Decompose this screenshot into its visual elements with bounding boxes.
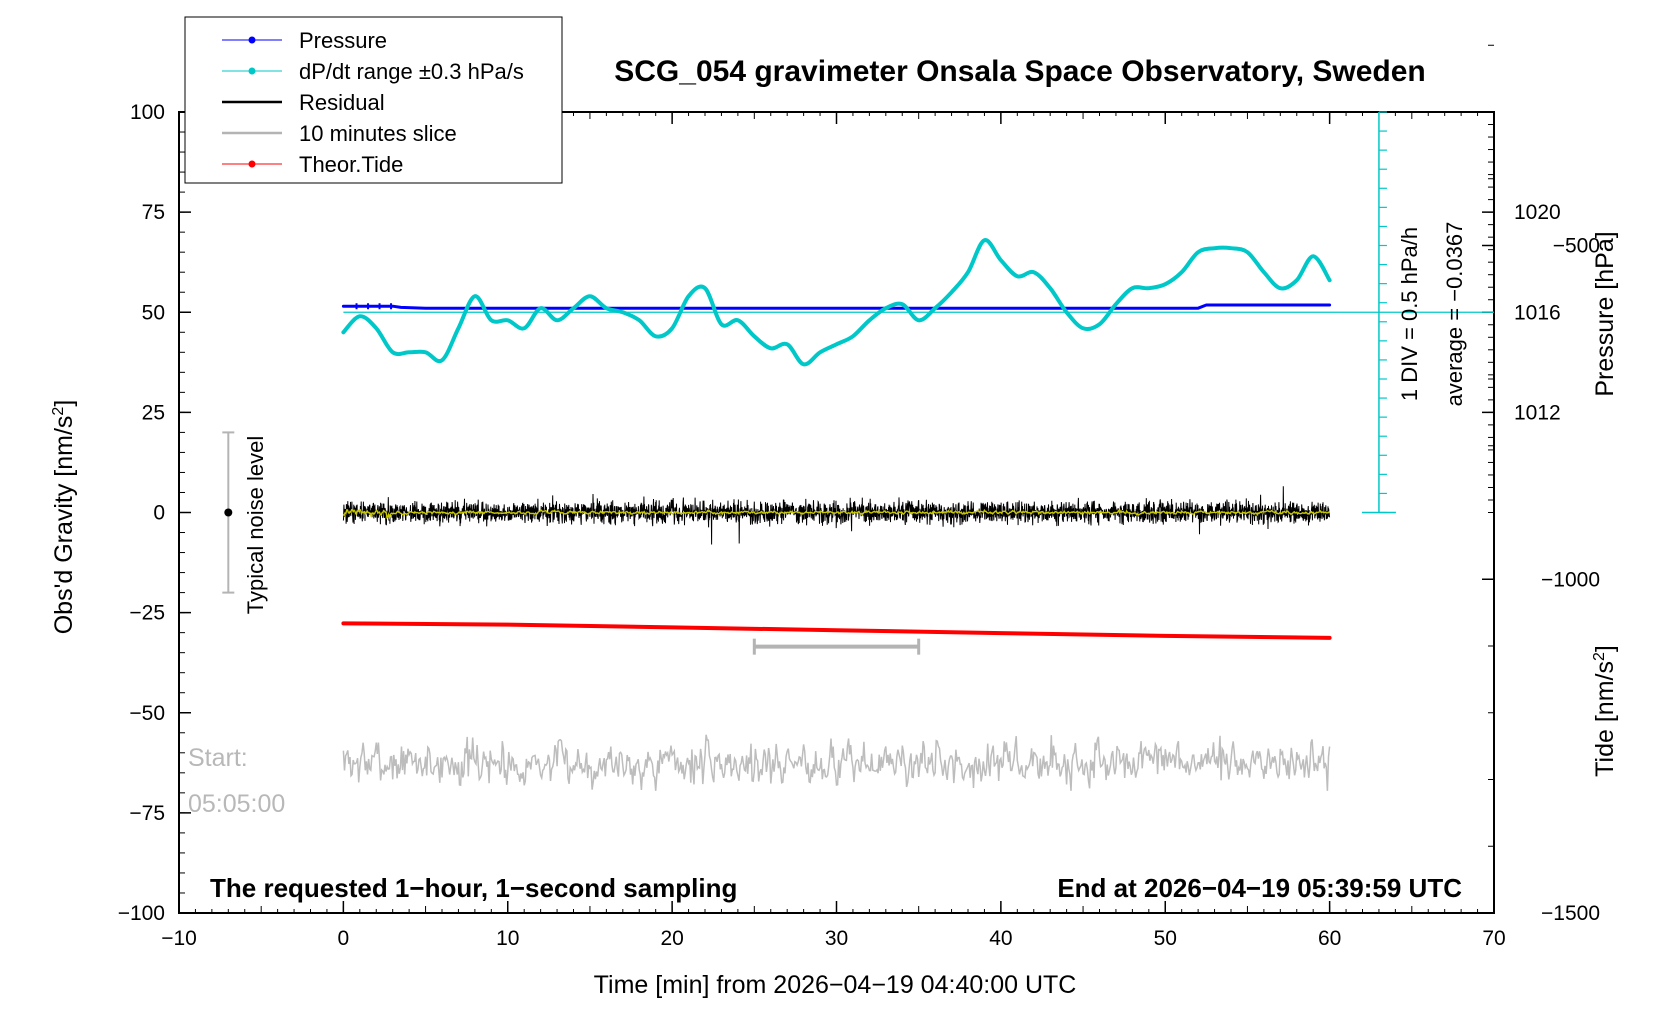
start-time: 05:05:00 xyxy=(188,790,285,818)
axes-layer: −10 0 10 20 30 40 50 60 701007550250−25−50−75−10… xyxy=(118,44,1600,950)
legend-label: Theor.Tide xyxy=(299,152,403,177)
pressure-scale-label-2: average = −0.0367 xyxy=(1442,222,1467,407)
x-tick-label: 40 xyxy=(989,927,1012,950)
tide-tick-label: −1000 xyxy=(1541,568,1600,591)
legend-marker xyxy=(248,36,256,44)
tide-axis-title: Tide [nm/s2] xyxy=(1591,645,1619,777)
y-tick-label: −75 xyxy=(129,802,165,825)
pressure-axis-title: Pressure [hPa] xyxy=(1591,231,1619,396)
slice-series xyxy=(342,734,1331,791)
x-tick-label: 50 xyxy=(1154,927,1177,950)
bottom-left-note: The requested 1−hour, 1−second sampling xyxy=(210,873,737,903)
y-axis-title-left: Obs'd Gravity [nm/s2] xyxy=(50,400,78,635)
noise-level-dot xyxy=(224,508,233,517)
legend-marker xyxy=(248,160,256,168)
start-label: Start: xyxy=(188,744,248,772)
pressure-tick-label: 1012 xyxy=(1514,401,1561,424)
residual-smoothed-series xyxy=(342,508,1331,521)
tide-tick-label: −500 xyxy=(1553,235,1600,258)
legend-box xyxy=(184,16,563,184)
x-tick-label: 10 xyxy=(496,927,519,950)
annotation-layer xyxy=(222,111,1494,655)
x-tick-label: 30 xyxy=(825,927,848,950)
x-tick-label: 20 xyxy=(660,927,683,950)
y-tick-label: 75 xyxy=(142,201,165,224)
x-tick-label: 70 xyxy=(1482,927,1505,950)
x-tick-label: −10 xyxy=(161,927,197,950)
y-tick-label: −50 xyxy=(129,702,165,725)
y-axis-title-left-sup: 2 xyxy=(50,407,67,416)
legend: Pressure dP/dt range ±0.3 hPa/s Residual 10… xyxy=(184,16,563,184)
y-tick-label: 25 xyxy=(142,401,165,424)
x-axis-title: Time [min] from 2026−04−19 04:40:00 UTC xyxy=(594,971,1077,999)
tide-axis-title-end: ] xyxy=(1591,645,1619,652)
pressure-tick-label: 1016 xyxy=(1514,301,1561,324)
legend-marker xyxy=(248,67,256,75)
tide-axis-title-sup: 2 xyxy=(1591,652,1608,661)
y-axis-title-left-end: ] xyxy=(50,400,78,407)
bottom-right-note: End at 2026−04−19 05:39:59 UTC xyxy=(1057,873,1462,903)
legend-label: dP/dt range ±0.3 hPa/s xyxy=(299,59,524,84)
pressure-tick-label: 1020 xyxy=(1514,201,1561,224)
x-tick-label: 0 xyxy=(338,927,350,950)
tide-tick-label: −1500 xyxy=(1541,902,1600,925)
pressure-scale-label-1: 1 DIV = 0.5 hPa/h xyxy=(1397,227,1422,401)
series-theor-tide xyxy=(341,621,1332,640)
series-pressure xyxy=(341,303,1332,310)
noise-level-label: Typical noise level xyxy=(243,436,268,615)
x-tick-label: 60 xyxy=(1318,927,1341,950)
chart-title: SCG_054 gravimeter Onsala Space Observat… xyxy=(614,55,1426,88)
residual-series xyxy=(342,486,1331,545)
legend-label: Residual xyxy=(299,90,385,115)
series-dp-dt-range-0-3-hpa-s xyxy=(341,238,1332,367)
legend-label: 10 minutes slice xyxy=(299,121,457,146)
y-tick-label: 100 xyxy=(130,101,165,124)
y-axis-title-left-main: Obs'd Gravity [nm/s xyxy=(50,416,78,635)
y-tick-label: −25 xyxy=(129,602,165,625)
series-layer xyxy=(341,238,1332,791)
y-tick-label: 50 xyxy=(142,301,165,324)
y-tick-label: 0 xyxy=(153,502,165,525)
y-tick-label: −100 xyxy=(118,902,165,925)
legend-label: Pressure xyxy=(299,28,387,53)
tide-axis-title-main: Tide [nm/s xyxy=(1591,661,1619,777)
